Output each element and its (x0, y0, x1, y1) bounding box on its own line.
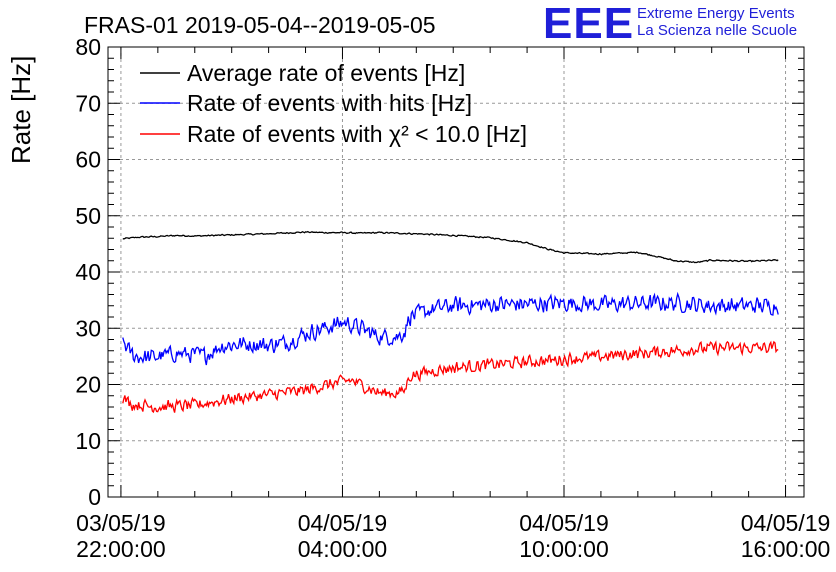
logo-line-2: La Scienza nelle Scuole (637, 22, 798, 39)
series-line-2 (122, 340, 779, 414)
y-tick-label: 70 (75, 90, 101, 116)
plot-frame (107, 46, 805, 498)
y-tick-label: 50 (75, 203, 101, 229)
eee-logo: EEE (543, 0, 635, 48)
x-tick-label-time: 22:00:00 (76, 536, 166, 562)
x-tick-label-date: 04/05/19 (741, 510, 831, 536)
x-tick-label-time: 04:00:00 (298, 536, 388, 562)
x-tick-label-date: 03/05/19 (76, 510, 166, 536)
y-tick-label: 0 (88, 484, 101, 510)
series-line-1 (122, 291, 779, 366)
y-tick-label: 60 (75, 147, 101, 173)
legend-label-0: Average rate of events [Hz] (187, 60, 465, 86)
y-tick-label: 10 (75, 428, 101, 454)
legend-label-2: Rate of events with χ² < 10.0 [Hz] (187, 121, 527, 147)
y-tick-label: 30 (75, 315, 101, 341)
y-tick-label: 40 (75, 259, 101, 285)
series-line-0 (122, 230, 779, 264)
x-tick-label-time: 10:00:00 (519, 536, 609, 562)
x-tick-label-date: 04/05/19 (298, 510, 388, 536)
y-axis-label: Rate [Hz] (6, 56, 36, 164)
logo-line-1: Extreme Energy Events (637, 5, 795, 22)
chart-title: FRAS-01 2019-05-04--2019-05-05 (84, 12, 436, 38)
x-tick-label-time: 16:00:00 (741, 536, 831, 562)
y-tick-label: 80 (75, 34, 101, 60)
y-tick-label: 20 (75, 372, 101, 398)
legend-label-1: Rate of events with hits [Hz] (187, 90, 472, 116)
x-tick-label-date: 04/05/19 (519, 510, 609, 536)
